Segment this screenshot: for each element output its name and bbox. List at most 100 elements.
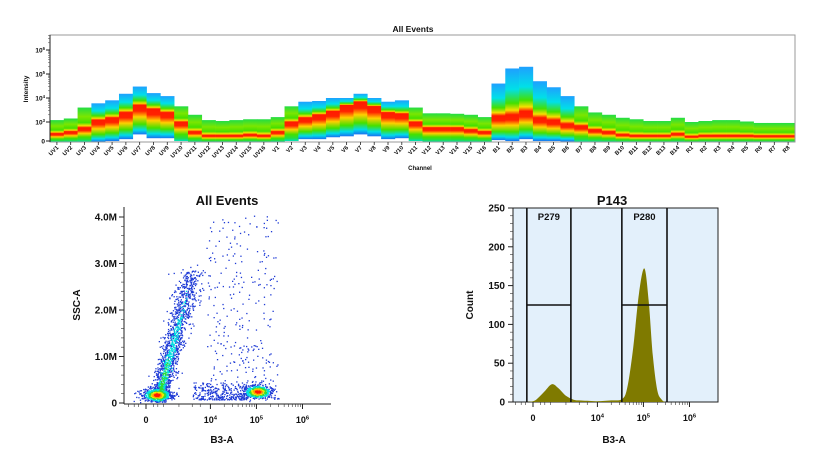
scatter-point [168,365,170,367]
scatter-point [229,394,231,396]
scatter-point [172,349,174,351]
scatter-point [201,272,203,274]
scatter-point [179,308,181,311]
scatter-point [247,392,249,395]
scatter-point [153,392,155,394]
scatter-point [192,298,194,300]
channel-column-v13 [436,113,451,142]
scatter-point [244,389,246,391]
gate-p280[interactable]: P280 [621,208,668,402]
channel-label: V5 [327,145,337,155]
scatter-point [162,374,164,376]
gate-p279[interactable]: P279 [526,208,572,402]
scatter-point [258,391,260,393]
scatter-point [202,287,204,290]
scatter-point [262,393,264,396]
scatter-point [253,395,255,397]
scatter-point [186,297,188,299]
y-tick-label: 106 [35,46,45,55]
scatter-point [167,384,170,386]
scatter-point [189,309,191,311]
scatter-point [177,318,179,320]
scatter-point [274,397,276,399]
scatter-point [210,380,212,382]
scatter-point [210,260,212,262]
scatter-point [178,321,180,324]
channel-label: B8 [589,145,599,155]
scatter-point [188,271,190,274]
scatter-point [171,315,174,317]
scatter-point [234,262,237,265]
scatter-point [172,368,174,370]
channel-label: V2 [286,145,295,154]
scatter-point [244,394,246,396]
scatter-point [239,325,241,327]
scatter-point [157,369,159,371]
scatter-point [258,300,260,302]
scatter-point [160,386,162,389]
scatter-point [192,286,194,288]
scatter-point [254,395,257,397]
scatter-point [246,394,248,396]
scatter-point [166,397,168,399]
scatter-point [255,381,257,383]
scatter-point [168,360,171,362]
scatter-point [248,298,250,300]
scatter-point [183,340,185,342]
gate-label: P279 [538,212,560,223]
scatter-point [183,311,186,313]
scatter-point [179,304,182,306]
scatter-point [215,331,217,333]
scatter-point [261,261,263,263]
scatter-point [155,399,158,402]
scatter-point [264,387,266,389]
scatter-point [258,398,260,400]
scatter-point [158,377,161,379]
scatter-point [185,315,187,317]
scatter-point [264,395,267,397]
scatter-point [156,400,159,402]
channel-label: R3 [713,145,723,155]
scatter-point [193,277,196,279]
scatter-point [249,395,251,397]
scatter-point [232,255,234,257]
scatter-point [220,382,222,384]
scatter-point [213,304,215,307]
channel-label: R1 [685,145,695,155]
scatter-point [203,389,205,392]
scatter-point [186,295,188,297]
scatter-point [165,349,167,351]
scatter-point [157,370,159,373]
scatter-point [161,395,164,397]
scatter-point [166,354,168,356]
histogram-gates[interactable]: P279 P280 [526,208,668,402]
scatter-point [181,285,183,287]
scatter-point [163,388,165,390]
scatter-point [165,363,167,365]
scatter-point [162,359,165,361]
scatter-point [168,342,171,344]
channel-label: B3 [520,145,530,155]
scatter-point [175,368,178,370]
scatter-point [149,392,151,394]
scatter-point [247,397,249,399]
scatter-point [174,328,177,330]
scatter-point [186,298,188,300]
scatter-point [256,386,259,389]
scatter-point [208,383,210,385]
scatter-point [179,317,182,319]
scatter-point [183,275,185,277]
scatter-point [170,320,173,322]
scatter-point [159,395,161,397]
scatter-point [226,395,228,397]
scatter-point [254,385,256,387]
scatter-point [187,294,190,296]
scatter-point [168,362,170,364]
scatter-point [166,364,168,366]
scatter-point [219,319,221,321]
scatter-point [162,379,164,381]
scatter-point [231,396,233,398]
scatter-point [261,396,263,398]
scatter-point [233,361,235,363]
